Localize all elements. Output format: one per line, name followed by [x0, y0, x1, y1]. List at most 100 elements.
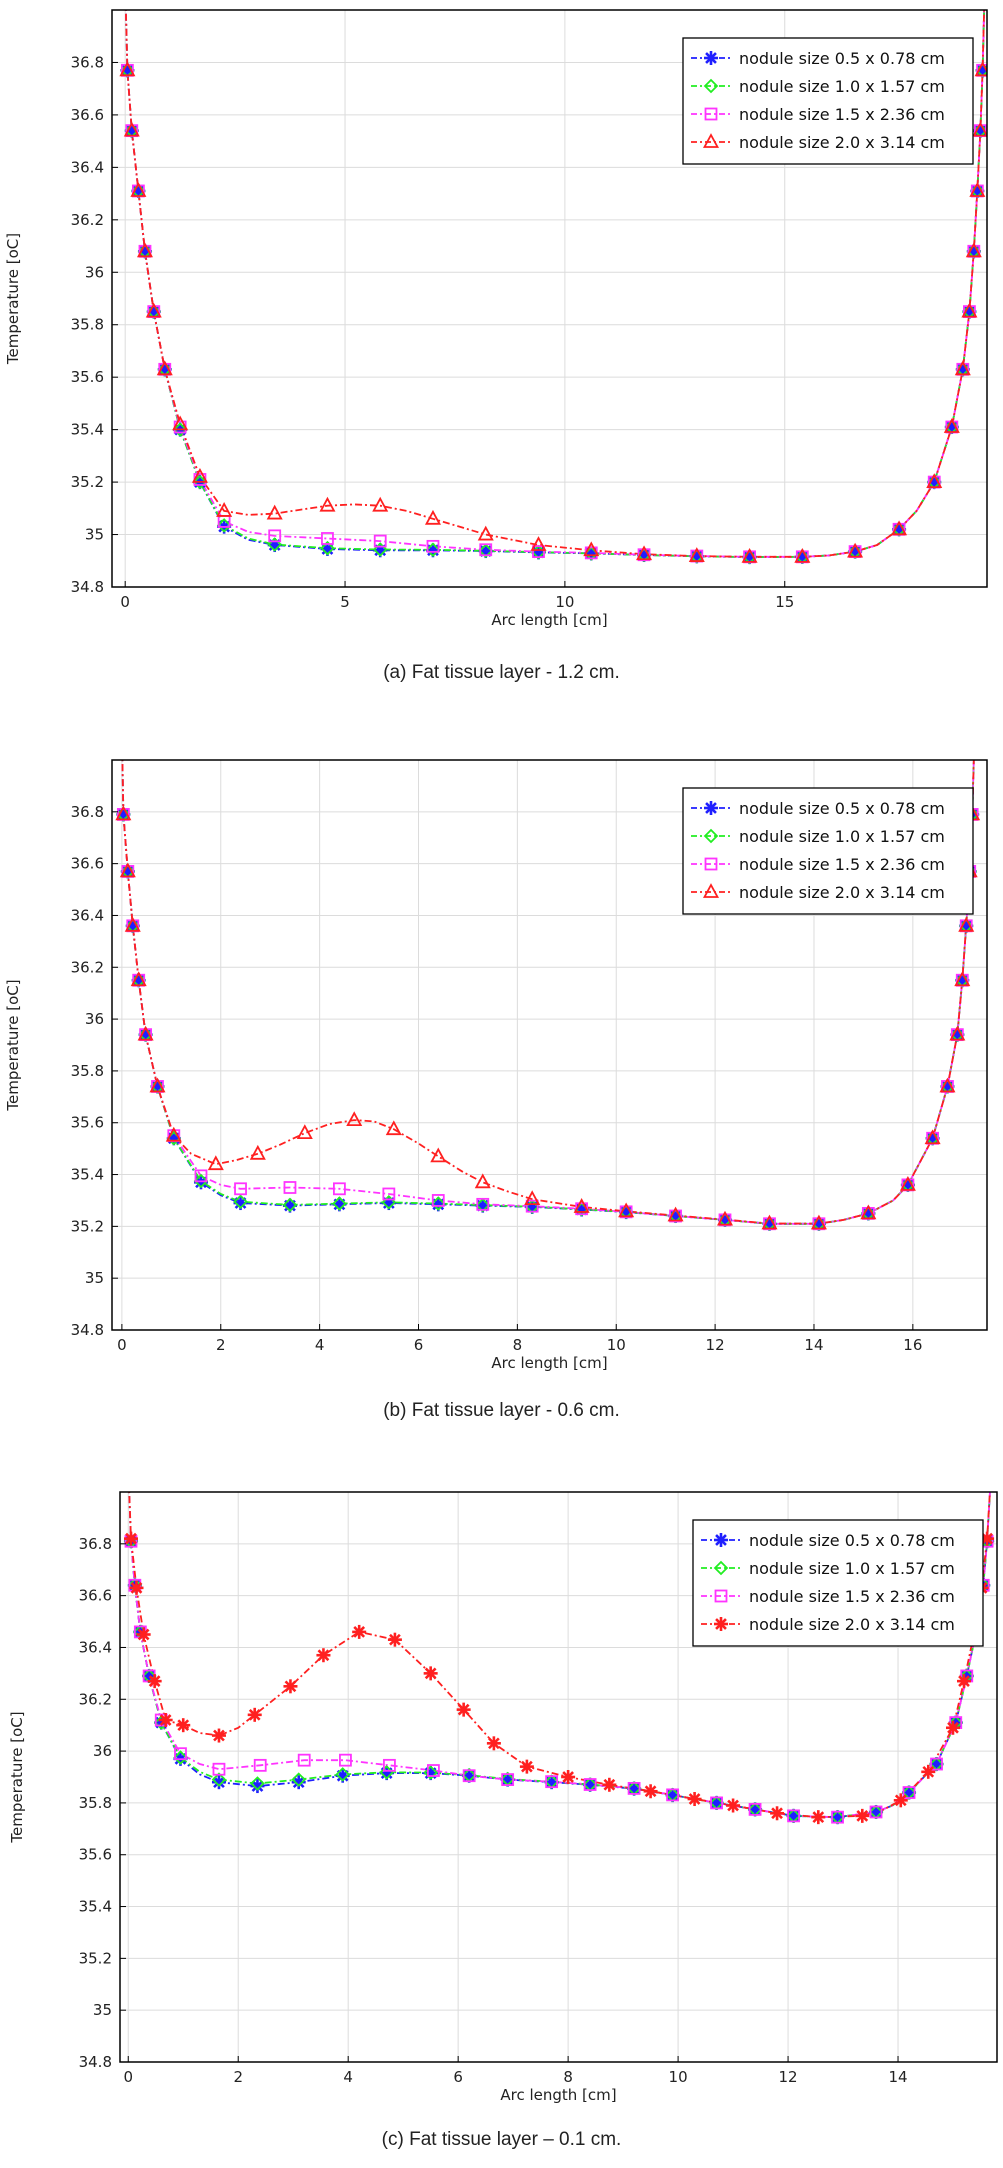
data-point	[212, 1762, 226, 1776]
data-point	[899, 1176, 916, 1191]
data-point	[296, 1124, 313, 1139]
x-tick-label: 15	[775, 593, 794, 611]
data-point	[462, 1769, 476, 1783]
data-point	[291, 1772, 306, 1787]
data-point	[283, 1679, 298, 1694]
data-point	[335, 1767, 350, 1782]
series-line-3	[121, 760, 975, 1225]
caption-a: (a) Fat tissue layer - 1.2 cm.	[383, 662, 620, 683]
data-point	[761, 1214, 778, 1230]
series-line-3	[128, 1492, 991, 1819]
data-point	[332, 1196, 347, 1211]
legend-marker	[703, 828, 719, 844]
data-point	[424, 509, 441, 525]
y-tick-label: 34.8	[71, 1321, 104, 1339]
data-point	[748, 1802, 762, 1816]
data-point	[486, 1736, 501, 1751]
x-tick-label: 4	[315, 1336, 325, 1354]
legend-marker	[714, 1533, 728, 1547]
y-tick-label: 36.2	[71, 211, 104, 229]
data-point	[811, 1810, 826, 1825]
y-tick-label: 35.6	[71, 1114, 104, 1132]
data-point	[532, 545, 545, 558]
data-point	[530, 536, 547, 551]
y-tick-label: 36.8	[71, 53, 104, 71]
y-axis-title: Temperature [oC]	[4, 233, 22, 365]
data-point	[267, 537, 282, 552]
data-point	[643, 1784, 658, 1799]
data-point	[172, 415, 189, 431]
data-point	[193, 1173, 209, 1189]
data-point	[478, 543, 494, 559]
data-point	[619, 1205, 633, 1219]
y-tick-label: 34.8	[79, 2053, 112, 2071]
y-tick-label: 36	[85, 1010, 104, 1028]
data-point	[926, 473, 943, 488]
data-point	[476, 1197, 490, 1211]
data-point	[385, 1120, 402, 1136]
series-markers-4	[119, 61, 987, 563]
data-point	[969, 182, 986, 197]
data-point	[855, 1808, 870, 1823]
data-point	[250, 1776, 265, 1791]
y-tick-label: 34.8	[71, 578, 104, 596]
data-point	[972, 121, 987, 137]
x-tick-label: 6	[414, 1336, 424, 1354]
legend-label: nodule size 0.5 x 0.78 cm	[739, 799, 945, 818]
data-point	[136, 1627, 151, 1642]
chart-panel-c: 0 2 4 6 8 10 12 14 34.8 35 35.2 35.4 35.6 35.8 36 36.2 3…	[0, 1475, 1003, 2168]
data-point	[860, 1204, 877, 1220]
y-tick-label: 36.6	[71, 106, 104, 124]
data-point	[965, 242, 982, 258]
legend-item-3: nodule size 1.5 x 2.36 cm	[691, 855, 945, 874]
data-point	[319, 496, 336, 512]
x-tick-label: 16	[903, 1336, 922, 1354]
x-tick-label: 5	[340, 593, 350, 611]
legend-label: nodule size 1.5 x 2.36 cm	[739, 105, 945, 124]
chart-a: 0 5 10 15 34.8 35 35.2 35.4 35.6 35.8 36 36.2 36.4 36…	[4, 9, 988, 629]
data-point	[191, 467, 208, 483]
data-point	[233, 1194, 248, 1210]
y-tick-label: 35	[85, 1269, 104, 1287]
legend-item-2: nodule size 1.0 x 1.57 cm	[691, 77, 945, 96]
legend: nodule size 0.5 x 0.78 cm nodule size 1.0…	[682, 37, 974, 165]
plot-frame	[111, 759, 988, 1331]
data-point	[456, 1702, 471, 1717]
y-axis-title: Temperature [oC]	[8, 1711, 26, 1843]
x-tick-label: 2	[216, 1336, 226, 1354]
data-point	[123, 1531, 138, 1546]
plot-series	[119, 10, 987, 565]
data-point	[602, 1777, 617, 1792]
data-point	[431, 1194, 445, 1207]
data-point	[710, 1796, 723, 1810]
legend-marker	[714, 1617, 728, 1631]
y-tick-label: 35.6	[71, 368, 104, 386]
y-tick-label: 35.4	[71, 421, 104, 439]
data-point	[974, 61, 987, 77]
data-point	[147, 1674, 162, 1689]
legend-item-4: nodule size 2.0 x 3.14 cm	[701, 1615, 955, 1634]
legend: nodule size 0.5 x 0.78 cm nodule size 1.0…	[692, 1519, 984, 1647]
data-point	[149, 1077, 166, 1093]
data-point	[980, 1531, 995, 1546]
data-point	[130, 182, 147, 197]
plot-frame	[111, 9, 988, 588]
caption-c: (c) Fat tissue layer – 0.1 cm.	[381, 2129, 622, 2150]
data-point	[346, 1111, 363, 1127]
data-point	[688, 547, 705, 562]
x-tick-label: 10	[669, 2068, 688, 2086]
data-point	[573, 1198, 590, 1213]
data-point	[831, 1810, 844, 1824]
data-point	[946, 1720, 961, 1735]
data-point	[949, 1025, 966, 1041]
axis-ticks: 0 5 10 15 34.8 35 35.2 35.4 35.6 35.8 36 36.2 36.4 36…	[71, 53, 795, 611]
series-line-4	[121, 760, 975, 1225]
legend-item-1: nodule size 0.5 x 0.78 cm	[691, 799, 945, 818]
y-tick-label: 35.8	[71, 316, 104, 334]
data-point	[321, 532, 334, 545]
data-point	[957, 1674, 972, 1689]
legend-item-1: nodule size 0.5 x 0.78 cm	[691, 49, 945, 68]
data-point	[382, 1187, 396, 1201]
data-point	[211, 1728, 226, 1743]
y-tick-label: 36.6	[79, 1587, 112, 1605]
